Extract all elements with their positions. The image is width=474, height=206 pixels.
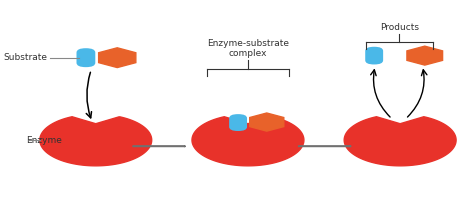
FancyBboxPatch shape bbox=[365, 47, 383, 64]
Polygon shape bbox=[99, 48, 136, 68]
Text: Substrate: Substrate bbox=[4, 53, 48, 62]
Text: Enzyme-substrate
complex: Enzyme-substrate complex bbox=[207, 39, 289, 58]
Polygon shape bbox=[40, 117, 152, 166]
FancyBboxPatch shape bbox=[229, 114, 247, 131]
Polygon shape bbox=[192, 117, 304, 166]
Text: Products: Products bbox=[380, 23, 419, 32]
Text: Enzyme: Enzyme bbox=[27, 136, 62, 145]
Polygon shape bbox=[407, 46, 443, 65]
Polygon shape bbox=[250, 113, 284, 131]
FancyBboxPatch shape bbox=[76, 48, 95, 67]
Polygon shape bbox=[344, 117, 456, 166]
